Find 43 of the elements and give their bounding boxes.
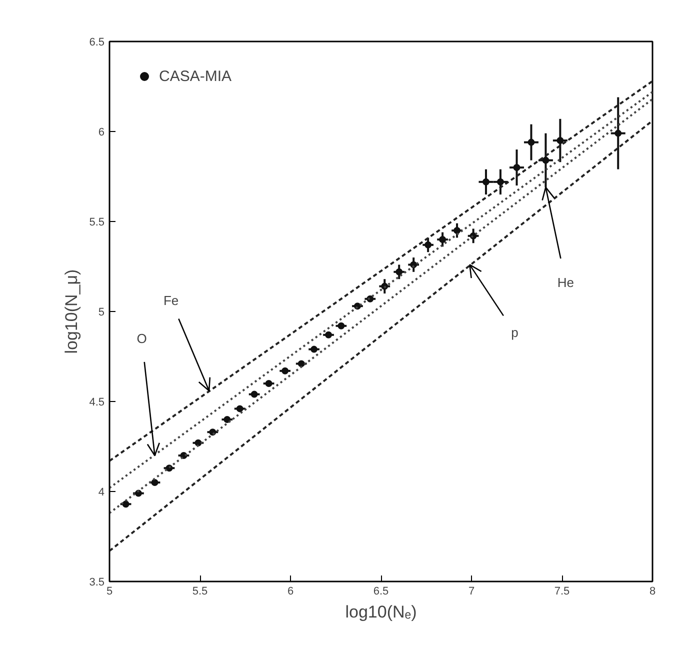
x-axis-title: log10(Nₑ): [345, 602, 417, 622]
y-tick-label: 3.5: [89, 576, 105, 588]
y-tick-label: 6.5: [89, 36, 105, 48]
point: [224, 416, 231, 423]
point: [482, 178, 490, 186]
point: [338, 322, 345, 330]
x-tick-label: 5.5: [192, 586, 208, 598]
point: [122, 500, 130, 508]
annotation: He: [557, 274, 574, 290]
x-tick-label: 7: [468, 586, 475, 598]
y-tick-label: 6: [98, 126, 105, 138]
point: [496, 178, 504, 186]
point: [556, 137, 564, 144]
point: [325, 331, 332, 338]
y-axis-title: log10(N_μ): [62, 269, 82, 354]
point: [265, 380, 272, 387]
x-tick-label: 5: [106, 586, 113, 598]
x-tick-label: 6.5: [373, 586, 389, 598]
x-tick-label: 8: [649, 586, 656, 598]
legend-label: CASA-MIA: [159, 68, 232, 84]
point: [236, 405, 244, 412]
point: [528, 138, 535, 146]
x-tick-label: 7.5: [554, 586, 570, 598]
point: [454, 227, 461, 234]
y-tick-label: 4.5: [89, 396, 105, 408]
point: [424, 241, 432, 248]
point: [396, 268, 403, 276]
point: [151, 479, 158, 486]
annotation: p: [511, 325, 518, 340]
point: [439, 236, 446, 243]
point: [614, 130, 622, 137]
y-tick-label: 5: [98, 306, 105, 318]
point: [298, 360, 305, 368]
y-tick-label: 5.5: [89, 216, 105, 228]
point: [250, 390, 258, 398]
point: [542, 156, 550, 164]
y-tick-label: 4: [98, 486, 105, 498]
annotation: O: [136, 331, 147, 346]
point: [513, 164, 520, 171]
point: [282, 367, 289, 374]
annotation: Fe: [163, 293, 179, 308]
x-tick-label: 6: [287, 586, 294, 598]
point: [310, 346, 318, 353]
